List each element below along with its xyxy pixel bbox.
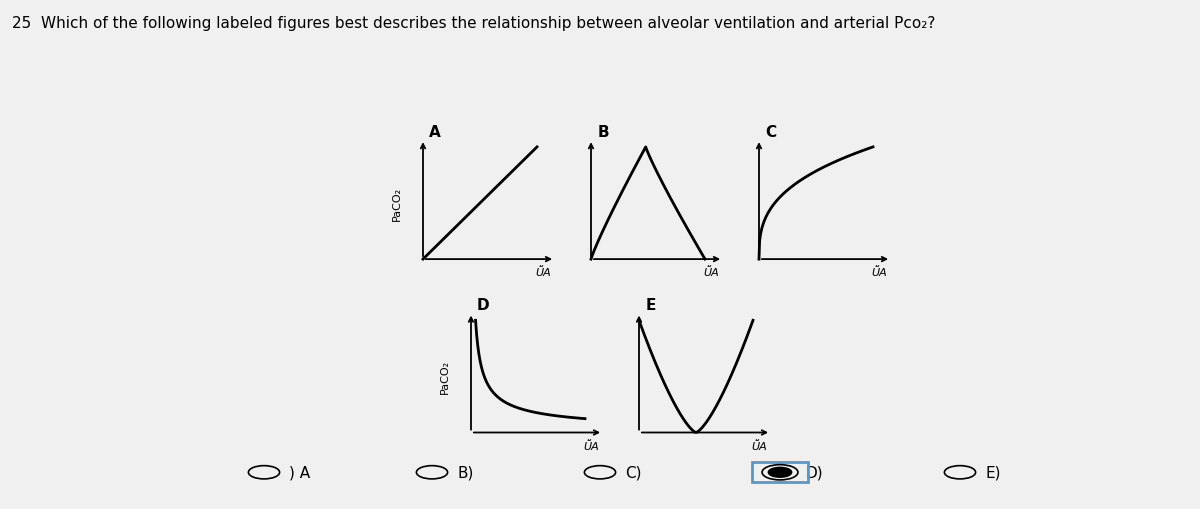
Text: C: C xyxy=(766,125,776,140)
Circle shape xyxy=(768,467,792,477)
Text: ṺA: ṺA xyxy=(871,267,887,278)
Text: C): C) xyxy=(625,465,642,480)
Text: 25  Which of the following labeled figures best describes the relationship betwe: 25 Which of the following labeled figure… xyxy=(12,16,935,31)
Text: A: A xyxy=(430,125,440,140)
Text: ṺA: ṺA xyxy=(751,440,767,451)
Text: E: E xyxy=(646,298,656,313)
Text: ) A: ) A xyxy=(289,465,311,480)
Text: B: B xyxy=(598,125,608,140)
Bar xyxy=(752,462,808,483)
Text: D): D) xyxy=(805,465,823,480)
Text: ṺA: ṺA xyxy=(703,267,719,278)
Text: B): B) xyxy=(457,465,474,480)
Text: PaCO₂: PaCO₂ xyxy=(439,360,450,393)
Text: PaCO₂: PaCO₂ xyxy=(391,187,402,220)
Text: D: D xyxy=(476,298,490,313)
Text: ṺA: ṺA xyxy=(535,267,551,278)
Text: E): E) xyxy=(985,465,1001,480)
Text: ṺA: ṺA xyxy=(583,440,599,451)
